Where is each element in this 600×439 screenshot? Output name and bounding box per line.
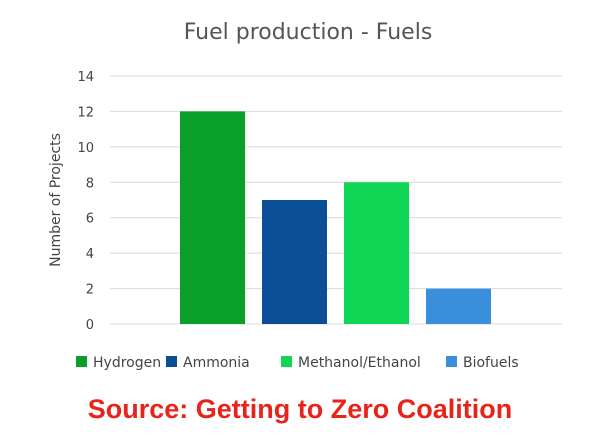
legend-swatch xyxy=(281,356,292,367)
y-axis-label: Number of Projects xyxy=(48,133,64,267)
y-tick-label: 14 xyxy=(77,70,94,85)
y-tick-label: 6 xyxy=(86,212,94,227)
chart-title: Fuel production - Fuels xyxy=(184,20,433,45)
legend-swatch xyxy=(76,356,87,367)
legend: Hydrogen Ammonia Methanol/Ethanol Biofuels xyxy=(76,355,519,371)
bar-biofuels xyxy=(426,288,491,324)
y-tick-label: 4 xyxy=(86,247,94,262)
source-caption: Source: Getting to Zero Coalition xyxy=(88,394,513,424)
legend-swatch xyxy=(166,356,177,367)
legend-label: Hydrogen xyxy=(93,355,161,371)
bar-ammonia xyxy=(262,200,327,324)
legend-label: Biofuels xyxy=(463,355,519,371)
y-axis-ticks: 0 2 4 6 8 10 12 14 xyxy=(77,70,94,333)
bar-methanol-ethanol xyxy=(344,182,409,324)
bar-hydrogen xyxy=(180,111,245,324)
y-tick-label: 0 xyxy=(86,318,94,333)
y-tick-label: 2 xyxy=(86,283,94,298)
y-tick-label: 12 xyxy=(77,105,94,120)
legend-label: Methanol/Ethanol xyxy=(298,355,421,371)
gridlines xyxy=(110,75,562,325)
legend-swatch xyxy=(446,356,457,367)
bars xyxy=(180,111,491,324)
y-tick-label: 8 xyxy=(86,176,94,191)
legend-label: Ammonia xyxy=(183,355,250,371)
y-tick-label: 10 xyxy=(77,141,94,156)
